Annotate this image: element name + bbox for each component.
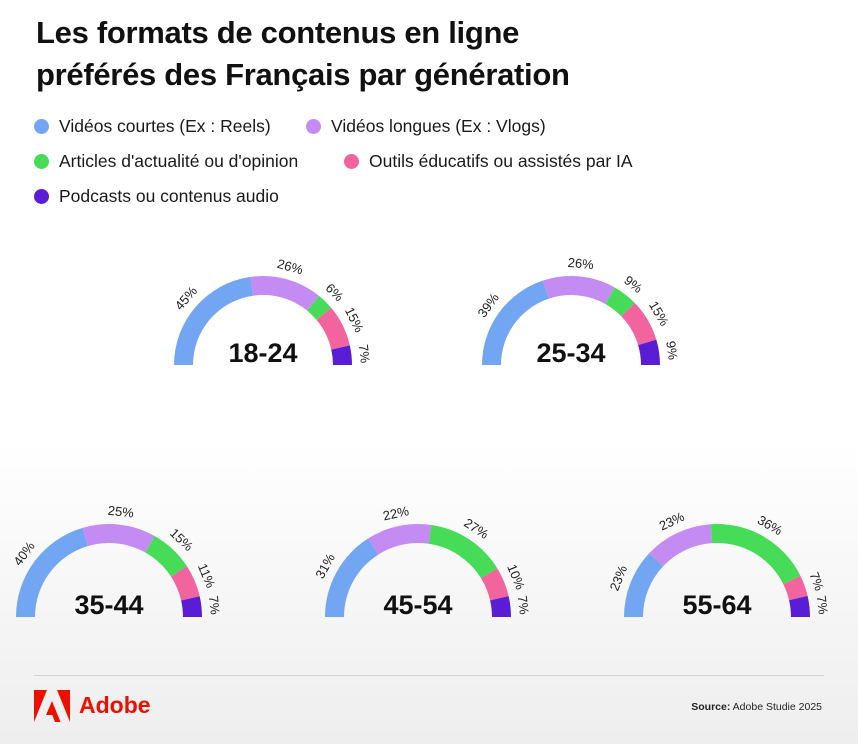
- source-text: Adobe Studie 2025: [732, 701, 822, 713]
- value-label-55-64-long-videos: 23%: [657, 509, 687, 534]
- gauge-18-24: 45%26%6%15%7%18-24: [172, 256, 373, 368]
- gauge-45-54: 31%22%27%10%7%45-54: [312, 503, 532, 620]
- legend-label-ai-tools: Outils éducatifs ou assistés par IA: [369, 151, 633, 171]
- legend-swatch-short-videos: [34, 119, 49, 134]
- segment-18-24-podcasts: [331, 345, 352, 365]
- segment-55-64-ai-tools: [783, 575, 808, 601]
- value-label-55-64-podcasts: 7%: [814, 595, 831, 616]
- value-label-25-34-long-videos: 26%: [567, 255, 595, 272]
- segment-45-54-podcasts: [490, 596, 511, 617]
- legend-swatch-ai-tools: [344, 154, 359, 169]
- gauge-35-44: 40%25%15%11%7%35-44: [10, 503, 223, 620]
- legend-item-short-videos: Vidéos courtes (Ex : Reels): [34, 116, 271, 137]
- value-label-55-64-ai-tools: 7%: [807, 570, 828, 593]
- age-label-18-24: 18-24: [228, 338, 297, 368]
- source-note: Source: Adobe Studie 2025: [691, 701, 822, 713]
- value-label-55-64-short-videos: 23%: [607, 563, 631, 593]
- segment-18-24-articles: [307, 295, 332, 320]
- chart-title: Les formats de contenus en ligne préféré…: [36, 12, 676, 96]
- segment-25-34-articles: [605, 287, 635, 317]
- segment-35-44-ai-tools: [171, 566, 200, 601]
- title-line-2: préférés des Français par génération: [36, 57, 570, 92]
- value-label-45-54-long-videos: 22%: [382, 503, 411, 523]
- adobe-logo-icon: [34, 690, 70, 722]
- segment-18-24-ai-tools: [316, 307, 350, 350]
- segment-55-64-articles: [710, 524, 801, 585]
- age-label-45-54: 45-54: [383, 590, 452, 620]
- brand-name: Adobe: [79, 692, 151, 718]
- age-label-25-34: 25-34: [536, 338, 605, 368]
- segment-35-44-long-videos: [82, 523, 155, 553]
- segment-18-24-long-videos: [250, 276, 320, 311]
- segment-45-54-short-videos: [325, 538, 379, 617]
- segment-35-44-podcasts: [181, 596, 202, 617]
- segment-45-54-ai-tools: [481, 568, 509, 601]
- value-label-18-24-ai-tools: 15%: [342, 305, 367, 335]
- segment-25-34-long-videos: [542, 275, 615, 305]
- legend-label-long-videos: Vidéos longues (Ex : Vlogs): [331, 116, 546, 136]
- title-line-1: Les formats de contenus en ligne: [36, 15, 520, 50]
- segment-55-64-long-videos: [649, 524, 713, 567]
- gauge-25-34: 39%26%9%15%9%25-34: [475, 255, 681, 368]
- segment-35-44-articles: [145, 535, 187, 577]
- age-label-55-64: 55-64: [682, 590, 751, 620]
- value-label-45-54-ai-tools: 10%: [504, 562, 528, 592]
- legend-item-long-videos: Vidéos longues (Ex : Vlogs): [306, 116, 546, 137]
- value-label-18-24-podcasts: 7%: [356, 344, 373, 365]
- value-label-35-44-long-videos: 25%: [107, 503, 135, 521]
- legend-swatch-podcasts: [34, 189, 49, 204]
- footer-divider: [34, 675, 824, 676]
- value-label-45-54-short-videos: 31%: [312, 551, 338, 581]
- legend-label-podcasts: Podcasts ou contenus audio: [59, 186, 279, 206]
- legend-item-articles: Articles d'actualité ou d'opinion: [34, 151, 298, 172]
- segment-45-54-articles: [428, 524, 498, 579]
- value-label-35-44-podcasts: 7%: [206, 595, 223, 616]
- legend-swatch-articles: [34, 154, 49, 169]
- age-label-35-44: 35-44: [74, 590, 143, 620]
- value-label-45-54-podcasts: 7%: [515, 595, 532, 616]
- segment-35-44-short-videos: [16, 527, 88, 617]
- value-label-18-24-articles: 6%: [323, 280, 347, 304]
- segment-25-34-ai-tools: [621, 303, 657, 346]
- legend-swatch-long-videos: [306, 119, 321, 134]
- segment-45-54-long-videos: [368, 524, 432, 555]
- segment-18-24-short-videos: [174, 276, 254, 365]
- legend-item-ai-tools: Outils éducatifs ou assistés par IA: [344, 151, 633, 172]
- value-label-25-34-articles: 9%: [621, 273, 645, 297]
- segment-25-34-podcasts: [638, 339, 660, 365]
- legend-item-podcasts: Podcasts ou contenus audio: [34, 186, 279, 207]
- value-label-35-44-ai-tools: 11%: [195, 561, 219, 590]
- segment-55-64-podcasts: [789, 595, 810, 617]
- legend-label-short-videos: Vidéos courtes (Ex : Reels): [59, 116, 271, 136]
- segment-25-34-short-videos: [481, 280, 549, 365]
- gauge-55-64: 23%23% 36%7%7%55-64: [607, 509, 831, 620]
- segment-55-64-short-videos: [624, 553, 663, 617]
- source-label: Source:: [691, 701, 731, 713]
- value-label-25-34-podcasts: 9%: [663, 340, 681, 361]
- legend-label-articles: Articles d'actualité ou d'opinion: [59, 151, 299, 171]
- value-label-18-24-long-videos: 26%: [276, 256, 306, 278]
